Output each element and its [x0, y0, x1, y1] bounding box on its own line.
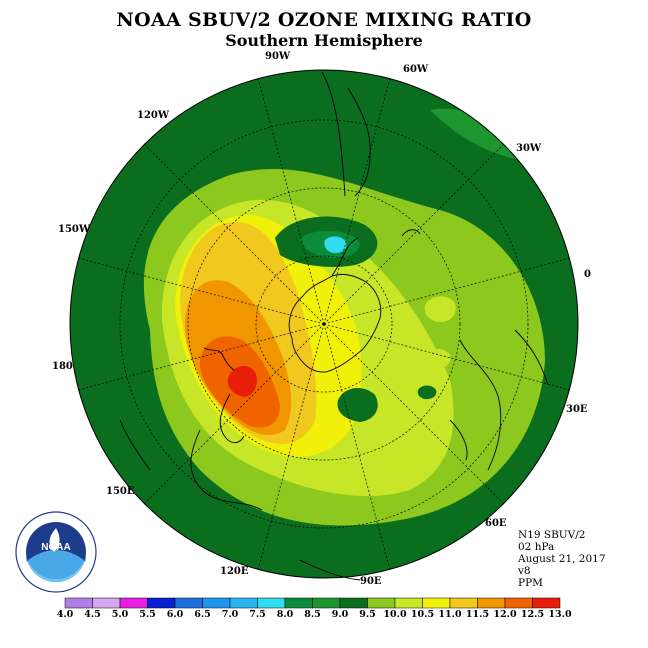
- colorbar-swatch: [477, 597, 506, 609]
- colorbar-tick-label: 6.0: [167, 609, 184, 620]
- colorbar-swatch: [339, 597, 368, 609]
- ozone-region-c9: [337, 388, 378, 422]
- colorbar-tick-label: 5.0: [112, 609, 129, 620]
- info-date: August 21, 2017: [518, 553, 606, 565]
- info-units: PPM: [518, 577, 543, 589]
- label-30e: 30E: [566, 404, 588, 415]
- colorbar-swatch: [92, 597, 121, 609]
- map-subtitle: Southern Hemisphere: [225, 31, 423, 50]
- label-90e: 90E: [360, 576, 382, 587]
- colorbar-tick-label: 9.5: [359, 609, 376, 620]
- colorbar-tick-label: 4.5: [84, 609, 101, 620]
- colorbar-tick-label: 4.0: [57, 609, 74, 620]
- logo-text: NOAA: [41, 542, 70, 553]
- map-title: NOAA SBUV/2 OZONE MIXING RATIO: [116, 9, 532, 31]
- colorbar-tick-label: 8.0: [277, 609, 294, 620]
- colorbar-swatch: [284, 597, 313, 609]
- info-level: 02 hPa: [518, 541, 555, 553]
- colorbar-tick-label: 5.5: [139, 609, 156, 620]
- colorbar-tick-label: 12.0: [493, 609, 517, 620]
- colorbar-tick-label: 6.5: [194, 609, 211, 620]
- label-150e: 150E: [106, 486, 135, 497]
- colorbar-swatch: [202, 597, 231, 609]
- label-60w: 60W: [403, 64, 429, 75]
- ozone-region-c10: [424, 296, 456, 323]
- colorbar-tick-label: 13.0: [548, 609, 572, 620]
- label-150w: 150W: [58, 224, 91, 235]
- colorbar-tick-label: 7.0: [222, 609, 239, 620]
- colorbar-swatch: [532, 597, 561, 609]
- ozone-region-c7-5: [324, 236, 347, 254]
- colorbar-boxes: [64, 597, 561, 609]
- colorbar-swatch: [394, 597, 423, 609]
- label-120w: 120W: [137, 110, 170, 121]
- label-90w: 90W: [265, 51, 291, 62]
- ozone-region-c9: [417, 385, 437, 400]
- noaa-logo: NOAA: [15, 511, 97, 593]
- colorbar-swatch: [504, 597, 533, 609]
- ozone-region-c12-5: [227, 366, 257, 397]
- colorbar-ticks: 4.0 4.5 5.0 5.5 6.0 6.5 7.0 7.5 8.0 8.5 9.0 9.5 10.0…: [57, 609, 572, 620]
- label-180: 180: [52, 361, 73, 372]
- ozone-region-c10: [424, 349, 451, 370]
- label-0: 0: [584, 269, 591, 280]
- map-border: [69, 69, 579, 579]
- colorbar-swatch: [422, 597, 451, 609]
- colorbar-tick-label: 11.0: [438, 609, 462, 620]
- label-60e: 60E: [485, 518, 507, 529]
- colorbar-swatch: [449, 597, 478, 609]
- graticule: [78, 78, 570, 570]
- colorbar-tick-label: 12.5: [521, 609, 544, 620]
- label-120e: 120E: [220, 566, 249, 577]
- colorbar-swatch: [119, 597, 148, 609]
- colorbar-swatch: [257, 597, 286, 609]
- colorbar-tick-label: 7.5: [249, 609, 266, 620]
- coastlines: [119, 71, 549, 581]
- colorbar-tick-label: 9.0: [332, 609, 349, 620]
- colorbar-tick-label: 8.5: [304, 609, 321, 620]
- colorbar-tick-label: 10.5: [411, 609, 434, 620]
- colorbar-swatch: [174, 597, 203, 609]
- info-block: N19 SBUV/2 02 hPa August 21, 2017 v8 PPM: [518, 529, 606, 589]
- colorbar-swatch: [147, 597, 176, 609]
- info-version: v8: [518, 565, 531, 577]
- colorbar-tick-label: 11.5: [466, 609, 489, 620]
- colorbar-swatch: [367, 597, 396, 609]
- label-30w: 30W: [516, 143, 542, 154]
- info-satellite: N19 SBUV/2: [518, 529, 586, 541]
- ozone-region-c11: [204, 242, 242, 272]
- colorbar-tick-label: 10.0: [383, 609, 407, 620]
- colorbar-swatch: [312, 597, 341, 609]
- colorbar-swatch: [64, 597, 93, 609]
- colorbar-swatch: [229, 597, 258, 609]
- ozone-region-c8-5: [430, 108, 520, 160]
